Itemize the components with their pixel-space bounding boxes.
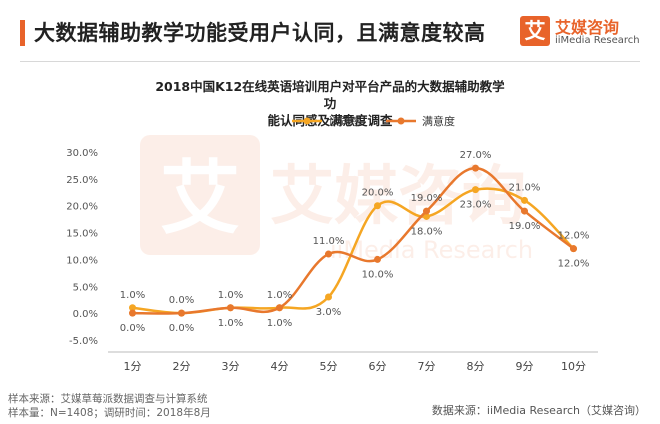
- title-accent-bar: [20, 20, 25, 46]
- data-point: [129, 309, 136, 317]
- watermark: 艾 艾媒咨询 iiMedia Research: [140, 135, 533, 264]
- series-group: [129, 164, 577, 317]
- watermark-mark-char: 艾: [160, 152, 240, 245]
- data-label: 0.0%: [169, 295, 194, 306]
- brand-logo: 艾 艾媒咨询 iiMedia Research: [520, 14, 650, 54]
- legend-marker-1: [303, 117, 311, 125]
- data-label: 11.0%: [313, 236, 345, 247]
- data-label: 1.0%: [120, 290, 145, 301]
- y-tick-label: 0.0%: [73, 309, 98, 320]
- x-tick-label: 7分: [418, 360, 436, 373]
- data-label: 1.0%: [267, 318, 292, 329]
- data-point: [178, 309, 185, 317]
- data-label: 23.0%: [460, 200, 492, 211]
- x-tick-label: 4分: [271, 360, 289, 373]
- data-label: 19.0%: [411, 193, 443, 204]
- data-point: [374, 255, 381, 263]
- chart-title-line-2: 能认同感及满意度调查: [267, 113, 393, 128]
- data-point: [325, 293, 332, 301]
- legend-label-1: 认同感: [328, 115, 361, 128]
- data-label: 12.0%: [558, 231, 590, 242]
- data-point: [521, 207, 528, 215]
- data-point: [521, 196, 528, 204]
- y-tick-label: 5.0%: [73, 282, 98, 293]
- data-label: 19.0%: [509, 221, 541, 232]
- x-axis: 1分 2分 3分 4分 5分 6分 7分 8分 9分 10分: [108, 351, 598, 373]
- data-label: 10.0%: [362, 269, 394, 280]
- logo-mark-icon: 艾: [520, 16, 550, 46]
- data-label: 0.0%: [169, 323, 194, 334]
- x-tick-label: 5分: [320, 360, 338, 373]
- footer-sample: 样本量：N=1408；调研时间：2018年8月: [8, 407, 211, 419]
- x-tick-label: 6分: [369, 360, 387, 373]
- series-line-2: [132, 166, 575, 315]
- footer-notes: 样本来源：艾媒草莓派数据调查与计算系统 样本量：N=1408；调研时间：2018…: [8, 392, 211, 420]
- watermark-text: 艾媒咨询: [270, 160, 526, 234]
- data-label: 1.0%: [267, 290, 292, 301]
- logo-name: 艾媒咨询: [555, 18, 620, 37]
- footer-source: 样本来源：艾媒草莓派数据调查与计算系统: [8, 393, 208, 405]
- data-point: [276, 304, 283, 312]
- page-header: 大数据辅助教学功能受用户认同，且满意度较高: [0, 0, 660, 62]
- y-tick-label: -5.0%: [69, 336, 98, 347]
- data-label: 1.0%: [218, 290, 243, 301]
- data-label: 1.0%: [218, 318, 243, 329]
- legend-marker-2: [397, 117, 405, 125]
- data-label: 20.0%: [362, 188, 394, 199]
- y-tick-label: 25.0%: [66, 175, 98, 186]
- watermark-mark-icon: [140, 135, 260, 255]
- chart-title-line-1: 2018中国K12在线英语培训用户对平台产品的大数据辅助教学功: [155, 79, 505, 111]
- page-title: 大数据辅助教学功能受用户认同，且满意度较高: [34, 21, 486, 45]
- x-tick-label: 1分: [124, 360, 142, 373]
- logo-name-en: iiMedia Research: [555, 35, 640, 46]
- data-label: 0.0%: [120, 323, 145, 334]
- data-point: [227, 304, 234, 312]
- data-point: [472, 186, 479, 194]
- data-label: 27.0%: [460, 150, 492, 161]
- data-labels: 0.0% 1.0% 0.0% 0.0% 1.0% 1.0% 1.0% 1.0% 11.0% 3.0…: [120, 150, 590, 334]
- data-label: 18.0%: [411, 226, 443, 237]
- y-tick-label: 10.0%: [66, 255, 98, 266]
- x-tick-label: 2分: [173, 360, 191, 373]
- data-point: [325, 250, 332, 258]
- chart-title: 2018中国K12在线英语培训用户对平台产品的大数据辅助教学功 能认同感及满意度…: [150, 78, 510, 129]
- legend-label-2: 满意度: [422, 114, 455, 128]
- header-divider: [20, 61, 640, 62]
- x-tick-label: 10分: [561, 360, 586, 373]
- chart-legend: 认同感 满意度: [292, 114, 455, 128]
- y-tick-label: 15.0%: [66, 229, 98, 240]
- footer-data-source: 数据来源：iiMedia Research（艾媒咨询）: [431, 404, 646, 417]
- data-point: [570, 245, 577, 253]
- data-point: [129, 304, 136, 312]
- y-tick-label: 20.0%: [66, 202, 98, 213]
- x-tick-label: 3分: [222, 360, 240, 373]
- data-point: [423, 212, 430, 220]
- data-point: [472, 164, 479, 172]
- x-tick-label: 9分: [516, 360, 534, 373]
- data-label: 21.0%: [509, 182, 541, 193]
- data-label: 3.0%: [316, 307, 341, 318]
- data-label: 12.0%: [558, 259, 590, 270]
- y-tick-label: 30.0%: [66, 148, 98, 159]
- data-point: [423, 207, 430, 215]
- x-tick-label: 8分: [467, 360, 485, 373]
- data-point: [374, 202, 381, 210]
- y-axis: 30.0% 25.0% 20.0% 15.0% 10.0% 5.0% 0.0% -5.0%: [66, 148, 98, 347]
